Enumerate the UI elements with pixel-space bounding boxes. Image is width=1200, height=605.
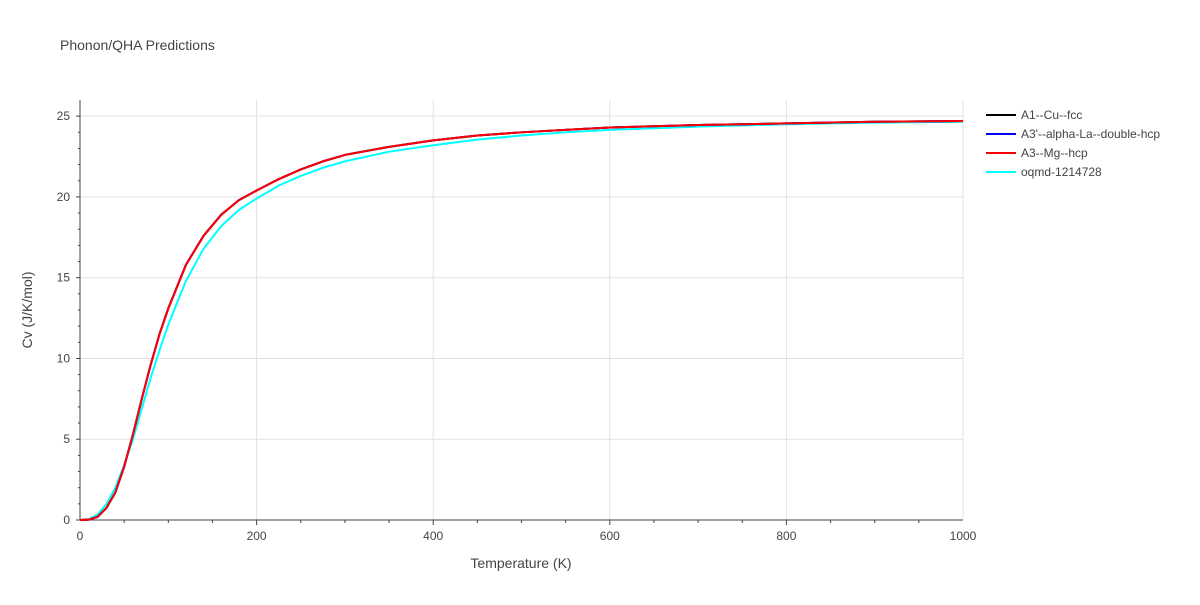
x-axis-title: Temperature (K)	[470, 555, 571, 571]
legend-label: A3--Mg--hcp	[1021, 146, 1088, 160]
series-line-0	[79, 120, 964, 521]
y-tick-label: 20	[57, 190, 71, 204]
x-tick-label: 800	[776, 529, 796, 543]
legend-label: oqmd-1214728	[1021, 165, 1102, 179]
legend[interactable]: A1--Cu--fcc A3'--alpha-La--double-hcp A3--…	[986, 108, 1160, 179]
x-tick-label: 1000	[950, 529, 977, 543]
legend-label: A3'--alpha-La--double-hcp	[1021, 127, 1160, 141]
legend-item[interactable]: oqmd-1214728	[986, 165, 1102, 179]
legend-label: A1--Cu--fcc	[1021, 108, 1082, 122]
x-tick-label: 600	[600, 529, 620, 543]
x-tick-label: 200	[247, 529, 267, 543]
y-tick-label: 15	[57, 271, 71, 285]
y-axis-title: Cv (J/K/mol)	[19, 272, 35, 349]
series-line-3	[79, 120, 964, 521]
legend-item[interactable]: A3--Mg--hcp	[986, 146, 1088, 160]
x-tick-label: 0	[77, 529, 84, 543]
legend-item[interactable]: A1--Cu--fcc	[986, 108, 1082, 122]
chart-title: Phonon/QHA Predictions	[60, 37, 215, 53]
y-tick-label: 0	[63, 513, 70, 527]
series-lines	[79, 120, 964, 521]
grid-lines	[80, 100, 964, 520]
y-tick-label: 10	[57, 351, 71, 365]
series-line-1	[79, 120, 964, 521]
x-tick-label: 400	[423, 529, 443, 543]
axes: 0 200 400 600 800 1000 0 5 10 15 20 25	[57, 100, 977, 543]
y-tick-label: 25	[57, 109, 71, 123]
series-line-2	[79, 120, 964, 521]
legend-item[interactable]: A3'--alpha-La--double-hcp	[986, 127, 1160, 141]
y-tick-label: 5	[63, 432, 70, 446]
